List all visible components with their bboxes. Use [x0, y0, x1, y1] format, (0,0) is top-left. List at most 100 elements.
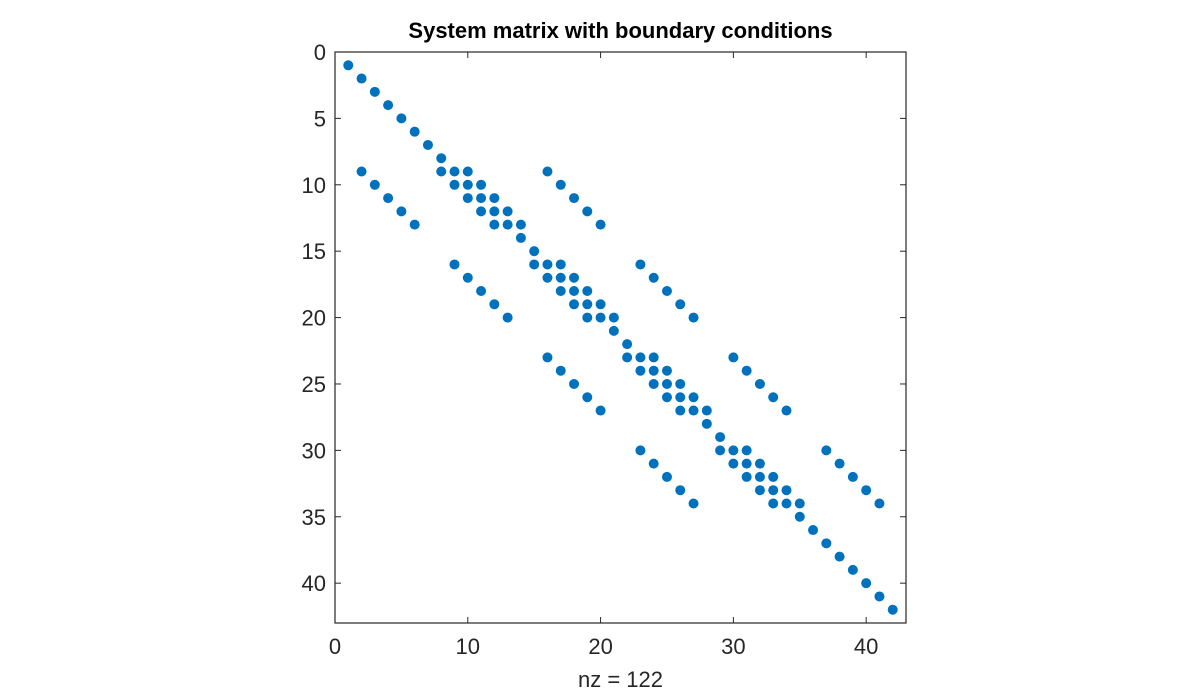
nonzero-marker	[754, 485, 765, 496]
nonzero-marker	[648, 365, 659, 376]
nonzero-marker	[741, 445, 752, 456]
nonzero-marker	[383, 100, 394, 111]
y-tick-label: 20	[302, 306, 326, 331]
nonzero-marker	[396, 113, 407, 124]
nonzero-marker	[515, 219, 526, 230]
nonzero-marker	[635, 259, 646, 270]
nonzero-marker	[569, 299, 580, 310]
nonzero-marker	[661, 392, 672, 403]
nonzero-marker	[555, 365, 566, 376]
nonzero-marker	[476, 206, 487, 217]
nonzero-marker	[542, 166, 553, 177]
x-tick-label: 10	[456, 634, 480, 659]
nonzero-marker	[422, 139, 433, 150]
nonzero-marker	[542, 352, 553, 363]
nonzero-marker	[675, 392, 686, 403]
nonzero-marker	[555, 179, 566, 190]
nonzero-marker	[648, 458, 659, 469]
x-tick-label: 0	[329, 634, 341, 659]
nonzero-marker	[715, 445, 726, 456]
nonzero-marker	[648, 378, 659, 389]
x-tick-label: 40	[854, 634, 878, 659]
nonzero-marker	[874, 498, 885, 509]
nonzero-marker	[794, 511, 805, 522]
nonzero-marker	[449, 179, 460, 190]
nonzero-marker	[635, 352, 646, 363]
nonzero-marker	[808, 525, 819, 536]
nonzero-marker	[569, 378, 580, 389]
nonzero-marker	[821, 538, 832, 549]
nonzero-marker	[343, 60, 354, 71]
y-tick-label: 0	[314, 40, 326, 65]
nonzero-marker	[462, 166, 473, 177]
nonzero-marker	[622, 339, 633, 350]
nonzero-marker	[409, 219, 420, 230]
axes-box	[334, 51, 907, 624]
nonzero-marker	[847, 564, 858, 575]
nonzero-marker	[728, 458, 739, 469]
nonzero-marker	[834, 551, 845, 562]
nonzero-marker	[542, 272, 553, 283]
nonzero-marker	[622, 352, 633, 363]
nonzero-marker	[661, 286, 672, 297]
nonzero-marker	[675, 405, 686, 416]
nonzero-marker	[728, 445, 739, 456]
nonzero-marker	[754, 458, 765, 469]
nonzero-marker	[595, 312, 606, 323]
nonzero-marker	[675, 299, 686, 310]
nonzero-marker	[569, 286, 580, 297]
y-tick-label: 15	[302, 239, 326, 264]
nonzero-marker	[781, 485, 792, 496]
nonzero-marker	[701, 418, 712, 429]
nonzero-marker	[383, 193, 394, 204]
nonzero-marker	[741, 365, 752, 376]
nonzero-marker	[648, 272, 659, 283]
nonzero-marker	[688, 392, 699, 403]
nonzero-marker	[462, 179, 473, 190]
nonzero-marker	[502, 312, 513, 323]
nonzero-marker	[476, 193, 487, 204]
nonzero-marker	[701, 405, 712, 416]
y-tick-label: 5	[314, 106, 326, 131]
nonzero-marker	[449, 166, 460, 177]
nonzero-marker	[462, 272, 473, 283]
nonzero-marker	[608, 325, 619, 336]
nonzero-marker	[861, 578, 872, 589]
nonzero-marker	[595, 299, 606, 310]
y-tick-label: 30	[302, 438, 326, 463]
nonzero-marker	[582, 286, 593, 297]
axes-frame	[334, 51, 907, 624]
nonzero-marker	[675, 378, 686, 389]
nonzero-marker	[595, 405, 606, 416]
nonzero-marker	[741, 458, 752, 469]
nonzero-marker	[847, 471, 858, 482]
nonzero-marker	[502, 219, 513, 230]
x-axis-label: nz = 122	[577, 667, 663, 692]
nonzero-marker	[781, 405, 792, 416]
nonzero-marker	[661, 365, 672, 376]
nonzero-marker	[569, 272, 580, 283]
nonzero-marker	[489, 219, 500, 230]
axis-ticks: 0 10 20 30 40 0 5 10 15 20 25 30 35 40	[302, 40, 906, 659]
chart-title: System matrix with boundary conditions	[408, 18, 833, 43]
nonzero-marker	[476, 179, 487, 190]
nonzero-marker	[768, 471, 779, 482]
nonzero-marker	[768, 485, 779, 496]
nonzero-marker	[582, 392, 593, 403]
nonzero-marker	[436, 153, 447, 164]
nonzero-marker	[728, 352, 739, 363]
nonzero-marker	[821, 445, 832, 456]
y-tick-label: 10	[302, 173, 326, 198]
nonzero-marker	[555, 259, 566, 270]
nonzero-marker	[476, 286, 487, 297]
nonzero-marker	[834, 458, 845, 469]
nonzero-marker	[369, 179, 380, 190]
nonzero-marker	[569, 193, 580, 204]
nonzero-marker	[489, 193, 500, 204]
x-tick-label: 20	[588, 634, 612, 659]
nonzero-marker	[489, 299, 500, 310]
nonzero-marker	[887, 604, 898, 615]
nonzero-marker	[768, 392, 779, 403]
